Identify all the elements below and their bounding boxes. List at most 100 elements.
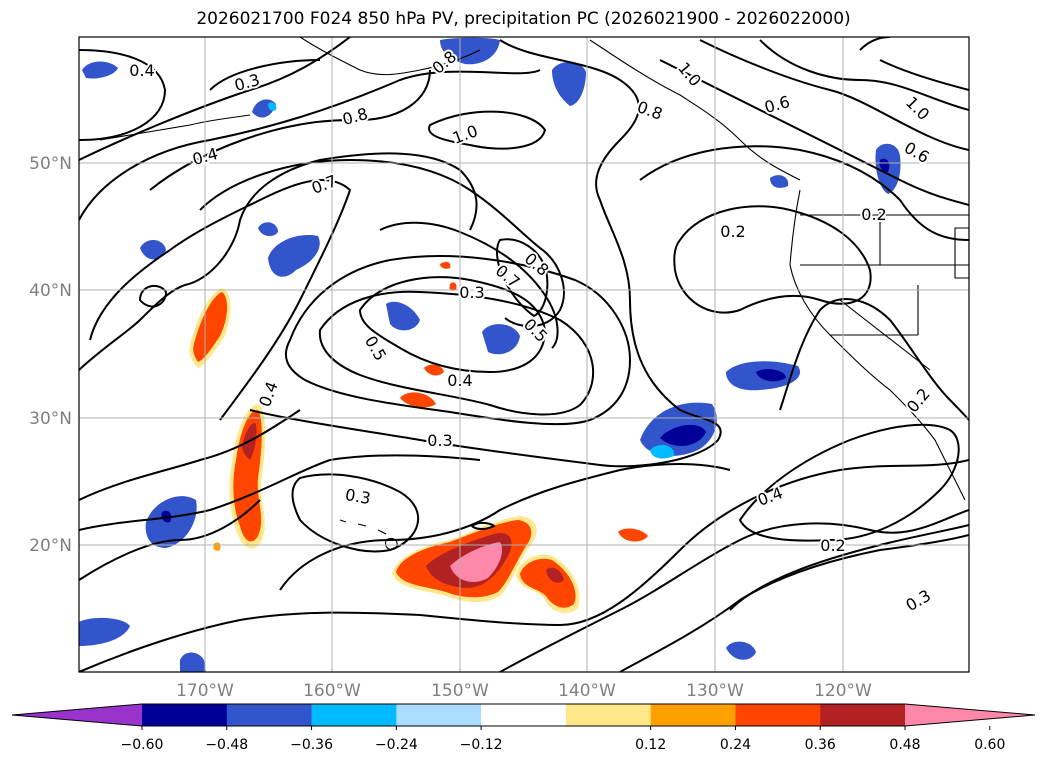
pv-contour	[879, 59, 969, 91]
lon-tick-label: 130°W	[686, 681, 744, 701]
precip-patch	[193, 292, 228, 362]
precip-core	[879, 158, 890, 172]
precip-patch	[268, 234, 320, 277]
pv-contour	[79, 499, 261, 581]
colorbar-tick-label: 0.36	[805, 737, 836, 753]
colorbar-segment	[481, 704, 567, 726]
precip-patch	[450, 542, 503, 582]
colorbar-tick-label: −0.60	[121, 737, 164, 753]
pv-contour	[428, 110, 547, 150]
colorbar-tick-label: 0.60	[974, 737, 1005, 753]
colorbar-segment	[226, 704, 313, 726]
colorbar	[11, 703, 1036, 727]
precip-patch	[82, 61, 118, 79]
colorbar-tick-label: −0.24	[375, 737, 418, 753]
precip-core	[268, 102, 277, 111]
coastline-bc	[589, 39, 801, 181]
pv-contour	[639, 145, 969, 241]
pv-contour	[729, 524, 969, 611]
colorbar-extend-max	[905, 704, 1035, 726]
pv-contour	[738, 423, 960, 542]
state-border	[839, 299, 931, 371]
lon-tick-label: 150°W	[431, 681, 489, 701]
colorbar-tick-label: −0.48	[205, 737, 248, 753]
pv-contour	[79, 454, 481, 531]
pv-contour	[79, 49, 167, 141]
precip-core	[660, 424, 706, 446]
colorbar-segment	[735, 704, 821, 726]
precip-patch	[520, 558, 576, 608]
contour-label: 0.2	[820, 536, 845, 555]
contour-label: 0.4	[129, 61, 154, 80]
lat-tick-labels: 50°N 40°N 30°N 20°N	[29, 154, 72, 556]
colorbar-segment	[311, 704, 397, 726]
pv-contour	[379, 221, 559, 349]
precip-positive-layer	[189, 261, 648, 613]
lon-tick-label: 140°W	[558, 681, 616, 701]
precip-patch	[145, 496, 197, 548]
pv-contour	[199, 158, 565, 328]
map-frame	[78, 36, 970, 673]
pv-contour	[358, 276, 547, 374]
colorbar-segment	[565, 704, 652, 726]
precip-patch	[213, 542, 221, 551]
pv-contour	[79, 409, 301, 501]
lat-tick-label: 50°N	[29, 154, 72, 174]
colorbar-segment	[650, 704, 736, 726]
precip-core	[756, 369, 786, 382]
precip-patch	[180, 652, 206, 672]
precip-core	[650, 444, 675, 459]
lat-tick-label: 20°N	[29, 536, 72, 556]
precip-patch	[449, 282, 457, 291]
coastline-alaska	[299, 37, 481, 76]
colorbar-segment	[820, 704, 906, 726]
colorbar-segment	[142, 704, 228, 726]
colorbar-tick-label: 0.12	[635, 737, 666, 753]
precip-patch	[424, 364, 444, 376]
colorbar-tick-labels: −0.60 −0.48 −0.36 −0.24 −0.12 0.12 0.24 0.36 0.4…	[121, 726, 1005, 753]
precip-patch	[726, 641, 756, 660]
precip-patch	[386, 301, 420, 331]
precip-patch	[440, 261, 451, 269]
precip-patch	[440, 37, 500, 65]
precip-patch	[400, 392, 436, 408]
precip-patch	[552, 61, 586, 106]
state-border	[954, 227, 969, 279]
map-title: 2026021700 F024 850 hPa PV, precipitatio…	[196, 9, 851, 29]
colorbar-tick-label: 0.24	[720, 737, 751, 753]
precip-patch	[482, 324, 520, 355]
colorbar-segment	[396, 704, 482, 726]
precip-patch	[770, 175, 789, 188]
precip-negative-layer	[79, 37, 901, 672]
lon-tick-labels: 170°W 160°W 150°W 140°W 130°W 120°W	[176, 681, 872, 701]
pv-contour	[79, 459, 969, 672]
precip-patch	[79, 617, 130, 646]
lon-tick-label: 160°W	[303, 681, 361, 701]
lon-tick-label: 120°W	[814, 681, 872, 701]
pv-contour	[284, 255, 632, 426]
pv-contour	[619, 534, 969, 672]
pv-contour	[89, 179, 352, 421]
precip-patch	[258, 222, 278, 237]
coastline-aleutians	[99, 114, 251, 141]
pv-contour	[318, 290, 594, 416]
pv-contour	[470, 521, 496, 530]
colorbar-tick-label: −0.12	[460, 737, 503, 753]
contour-label: 0.3	[459, 283, 484, 302]
pv-contour	[209, 59, 321, 91]
lon-tick-label: 170°W	[176, 681, 234, 701]
pv-contour	[279, 463, 731, 591]
contour-label: 0.3	[344, 485, 372, 508]
contour-label: 0.2	[861, 205, 886, 224]
pv-contour	[759, 39, 969, 111]
coastline-westcoast	[789, 189, 966, 501]
precip-patch	[546, 567, 564, 583]
lat-tick-label: 40°N	[29, 281, 72, 301]
pv-contour	[673, 205, 872, 314]
pv-contours	[79, 37, 969, 672]
coastlines	[99, 37, 969, 551]
precip-patch	[618, 528, 648, 542]
hawaii	[339, 519, 398, 551]
pv-contour	[149, 69, 431, 191]
